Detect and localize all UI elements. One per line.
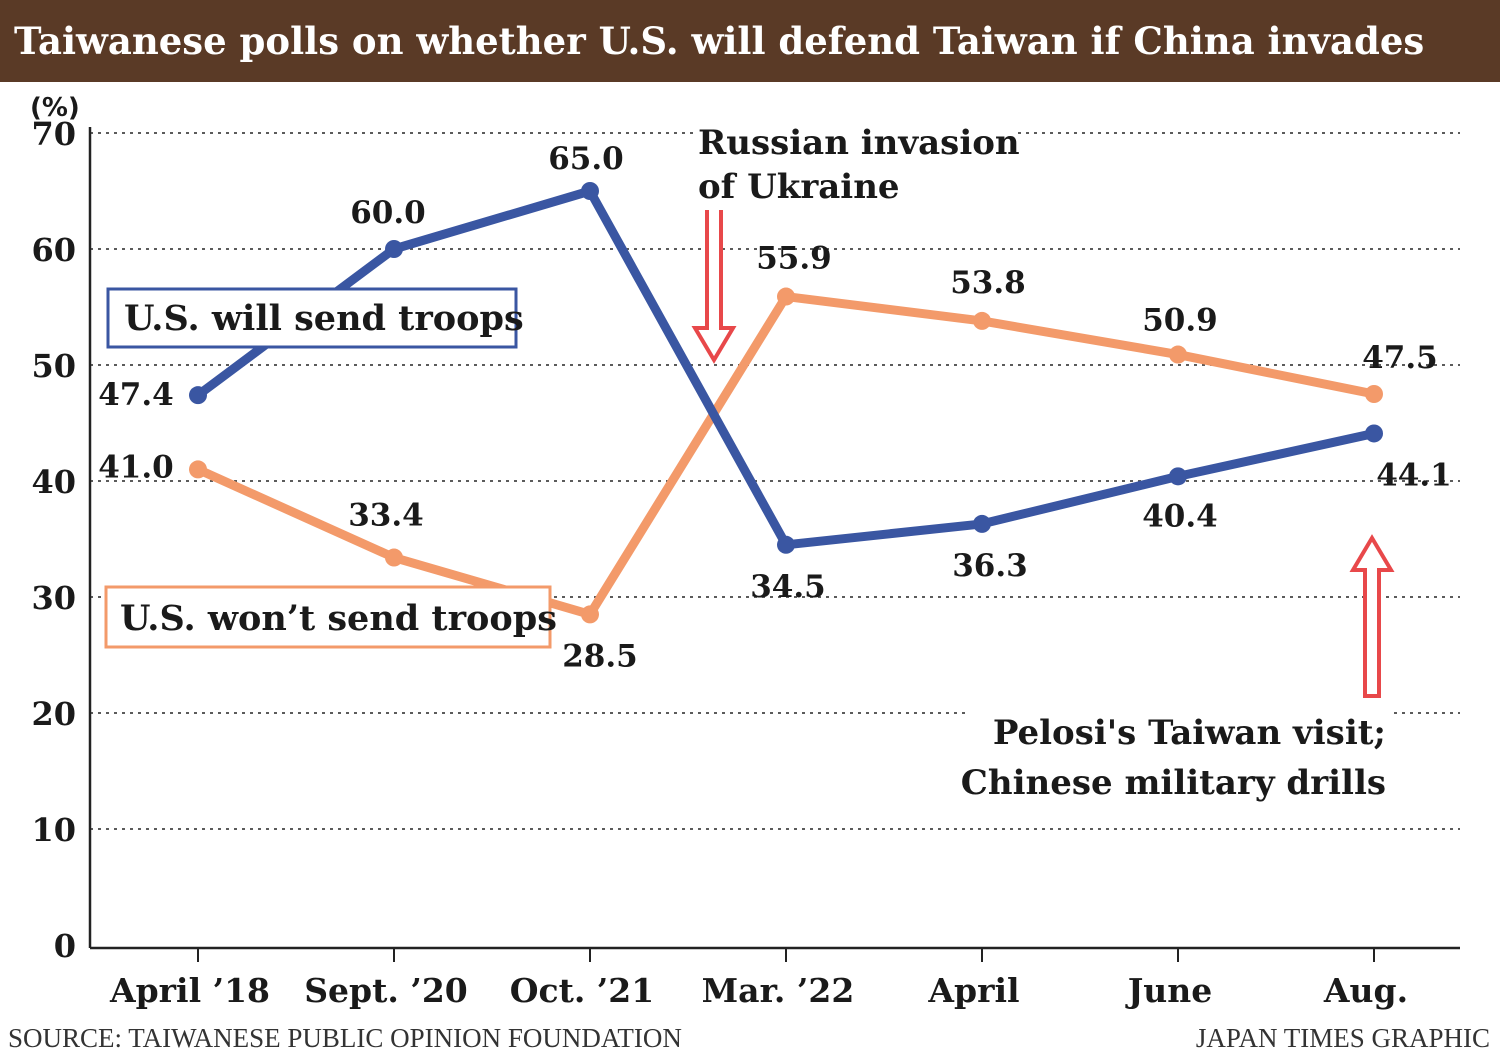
wont-send-troops-data-label: 33.4 (348, 498, 424, 534)
will-send-troops-data-label: 44.1 (1376, 457, 1452, 493)
wont-send-troops-data-label: 53.8 (950, 265, 1026, 301)
legend-will-send-troops (106, 287, 518, 349)
wont-send-troops-data-label: 41.0 (98, 449, 174, 485)
x-tick-label: April (927, 971, 1019, 1010)
pelosi-visit-annotation: Chinese military drills (961, 763, 1386, 803)
x-tick-label: Sept. ’20 (304, 971, 468, 1010)
wont-send-troops-point (973, 311, 991, 330)
will-send-troops-data-label: 47.4 (98, 377, 174, 413)
y-tick-label: 60 (31, 231, 76, 269)
annotation-bg (966, 700, 1394, 808)
x-tick-label: Mar. ’22 (702, 971, 855, 1010)
x-tick-label: Aug. (1323, 971, 1408, 1010)
chart-title: Taiwanese polls on whether U.S. will def… (0, 0, 1500, 82)
pelosi-visit-annotation: Pelosi's Taiwan visit; (993, 713, 1386, 753)
wont-send-troops-data-label: 28.5 (562, 638, 638, 674)
will-send-troops-point (1365, 424, 1383, 443)
x-tick-label: April ’18 (109, 971, 270, 1010)
will-send-troops-point (973, 514, 991, 533)
annotation-bg (694, 118, 1016, 210)
legend-label-will-send-troops: U.S. will send troops (124, 298, 524, 339)
wont-send-troops-point (385, 548, 403, 567)
y-tick-label: 50 (31, 347, 76, 385)
will-send-troops-data-label: 40.4 (1142, 498, 1218, 534)
wont-send-troops-data-label: 55.9 (756, 241, 832, 277)
y-tick-label: 20 (31, 695, 76, 733)
wont-send-troops-point (189, 460, 207, 479)
will-send-troops-data-label: 60.0 (350, 195, 426, 231)
will-send-troops-point (189, 386, 207, 405)
wont-send-troops-point (581, 605, 599, 624)
y-tick-label: 40 (31, 463, 76, 501)
y-tick-label: 30 (31, 579, 76, 617)
will-send-troops-data-label: 65.0 (548, 141, 624, 177)
ukraine-invasion-annotation: Russian invasion (698, 123, 1020, 163)
pelosi-visit-arrow (1349, 534, 1395, 698)
will-send-troops-point (777, 535, 795, 554)
will-send-troops-point (1169, 467, 1187, 486)
y-axis-unit: (%) (30, 93, 80, 123)
source-note: SOURCE: TAIWANESE PUBLIC OPINION FOUNDAT… (8, 1023, 682, 1053)
legend-label-wont-send-troops: U.S. won’t send troops (120, 598, 557, 639)
y-tick-label: 10 (31, 811, 76, 849)
legend-wont-send-troops (104, 585, 552, 649)
x-tick-label: Oct. ’21 (510, 971, 654, 1010)
y-tick-label: 0 (54, 927, 76, 965)
ukraine-invasion-arrow (691, 188, 737, 364)
will-send-troops-data-label: 34.5 (750, 569, 826, 605)
ukraine-invasion-annotation: of Ukraine (698, 167, 900, 207)
y-tick-label: 70 (31, 115, 76, 153)
x-tick-label: June (1125, 971, 1213, 1010)
will-send-troops-point (385, 240, 403, 258)
will-send-troops-data-label: 36.3 (952, 548, 1028, 584)
wont-send-troops-point (777, 287, 795, 306)
graphic-credit: JAPAN TIMES GRAPHIC (1195, 1023, 1490, 1053)
will-send-troops-point (581, 182, 599, 200)
wont-send-troops-data-label: 50.9 (1142, 303, 1218, 339)
wont-send-troops-point (1169, 345, 1187, 364)
wont-send-troops-data-label: 47.5 (1362, 340, 1438, 376)
wont-send-troops-point (1365, 385, 1383, 403)
